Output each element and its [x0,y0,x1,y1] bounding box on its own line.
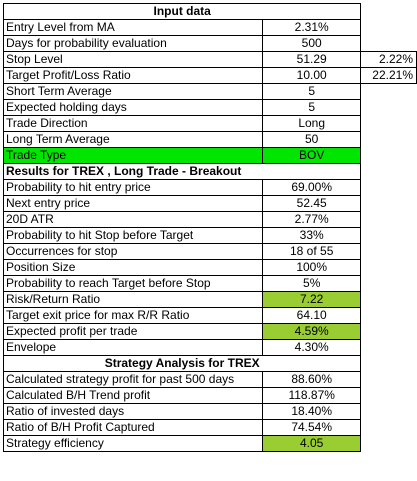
table-row: Short Term Average 5 [2,83,417,100]
cell-label[interactable]: Expected holding days [2,99,264,116]
cell-value[interactable]: Long [262,115,362,132]
table-row: Probability to hit entry price 69.00% [2,179,417,196]
cell-value[interactable]: 2.77% [262,211,362,228]
cell-label[interactable]: 20D ATR [2,211,264,228]
cell-label[interactable]: Next entry price [2,195,264,212]
table-row: Long Term Average 50 [2,131,417,148]
table-row: Trade Direction Long [2,115,417,132]
table-row: Probability to hit Stop before Target 33… [2,227,417,244]
cell-value[interactable]: 74.54% [262,419,362,436]
table-row: Trade Type BOV [2,147,417,164]
cell-label[interactable]: Target Profit/Loss Ratio [2,67,264,84]
table-row: Next entry price 52.45 [2,195,417,212]
table-row: Stop Level 51.29 2.22% [2,51,417,68]
cell-value[interactable]: 4.59% [262,323,362,340]
cell-value[interactable]: 51.29 [262,51,362,68]
table-row: Expected profit per trade 4.59% [2,323,417,340]
cell-value[interactable]: BOV [262,147,362,164]
cell-label[interactable]: Occurrences for stop [2,243,264,260]
table-row: Ratio of B/H Profit Captured 74.54% [2,419,417,436]
cell-label[interactable]: Risk/Return Ratio [2,291,264,308]
cell-label[interactable]: Ratio of invested days [2,403,264,420]
cell-extra[interactable]: 22.21% [360,67,417,84]
table-row: Ratio of invested days 18.40% [2,403,417,420]
table-row: Calculated strategy profit for past 500 … [2,371,417,388]
table-row: Risk/Return Ratio 7.22 [2,291,417,308]
input-data-header[interactable]: Input data [2,3,362,20]
table-row: Calculated B/H Trend profit 118.87% [2,387,417,404]
cell-label[interactable]: Ratio of B/H Profit Captured [2,419,264,436]
cell-label[interactable]: Calculated B/H Trend profit [2,387,264,404]
table-row: Strategy efficiency 4.05 [2,435,417,452]
table-row: Target exit price for max R/R Ratio 64.1… [2,307,417,324]
cell-label[interactable]: Position Size [2,259,264,276]
table-row: Probability to reach Target before Stop … [2,275,417,292]
cell-label[interactable]: Probability to hit Stop before Target [2,227,264,244]
table-row: Position Size 100% [2,259,417,276]
cell-value[interactable]: 52.45 [262,195,362,212]
cell-label[interactable]: Short Term Average [2,83,264,100]
cell-label[interactable]: Target exit price for max R/R Ratio [2,307,264,324]
cell-value[interactable]: 5% [262,275,362,292]
table-row: Days for probability evaluation 500 [2,35,417,52]
cell-value[interactable]: 50 [262,131,362,148]
cell-value[interactable]: 4.30% [262,339,362,356]
table-row: Target Profit/Loss Ratio 10.00 22.21% [2,67,417,84]
cell-label[interactable]: Probability to hit entry price [2,179,264,196]
results-header[interactable]: Results for TREX , Long Trade - Breakout [2,163,362,180]
cell-value[interactable]: 10.00 [262,67,362,84]
cell-label[interactable]: Stop Level [2,51,264,68]
cell-value[interactable]: 7.22 [262,291,362,308]
cell-value[interactable]: 4.05 [262,435,362,452]
cell-value[interactable]: 2.31% [262,19,362,36]
cell-label[interactable]: Envelope [2,339,264,356]
cell-value[interactable]: 118.87% [262,387,362,404]
analysis-table: Input data Entry Level from MA 2.31% Day… [2,3,417,452]
table-row: Expected holding days 5 [2,99,417,116]
cell-label[interactable]: Entry Level from MA [2,19,264,36]
cell-value[interactable]: 5 [262,99,362,116]
cell-label[interactable]: Trade Type [2,147,264,164]
cell-label[interactable]: Strategy efficiency [2,435,264,452]
table-row: 20D ATR 2.77% [2,211,417,228]
table-row: Occurrences for stop 18 of 55 [2,243,417,260]
cell-label[interactable]: Trade Direction [2,115,264,132]
cell-label[interactable]: Expected profit per trade [2,323,264,340]
cell-value[interactable]: 69.00% [262,179,362,196]
cell-label[interactable]: Days for probability evaluation [2,35,264,52]
cell-value[interactable]: 100% [262,259,362,276]
cell-label[interactable]: Probability to reach Target before Stop [2,275,264,292]
cell-value[interactable]: 500 [262,35,362,52]
cell-value[interactable]: 88.60% [262,371,362,388]
cell-value[interactable]: 18.40% [262,403,362,420]
strategy-header[interactable]: Strategy Analysis for TREX [2,355,362,372]
cell-value[interactable]: 5 [262,83,362,100]
cell-value[interactable]: 64.10 [262,307,362,324]
table-row: Envelope 4.30% [2,339,417,356]
cell-label[interactable]: Long Term Average [2,131,264,148]
cell-value[interactable]: 33% [262,227,362,244]
cell-label[interactable]: Calculated strategy profit for past 500 … [2,371,264,388]
cell-extra[interactable]: 2.22% [360,51,417,68]
table-row: Entry Level from MA 2.31% [2,19,417,36]
cell-value[interactable]: 18 of 55 [262,243,362,260]
